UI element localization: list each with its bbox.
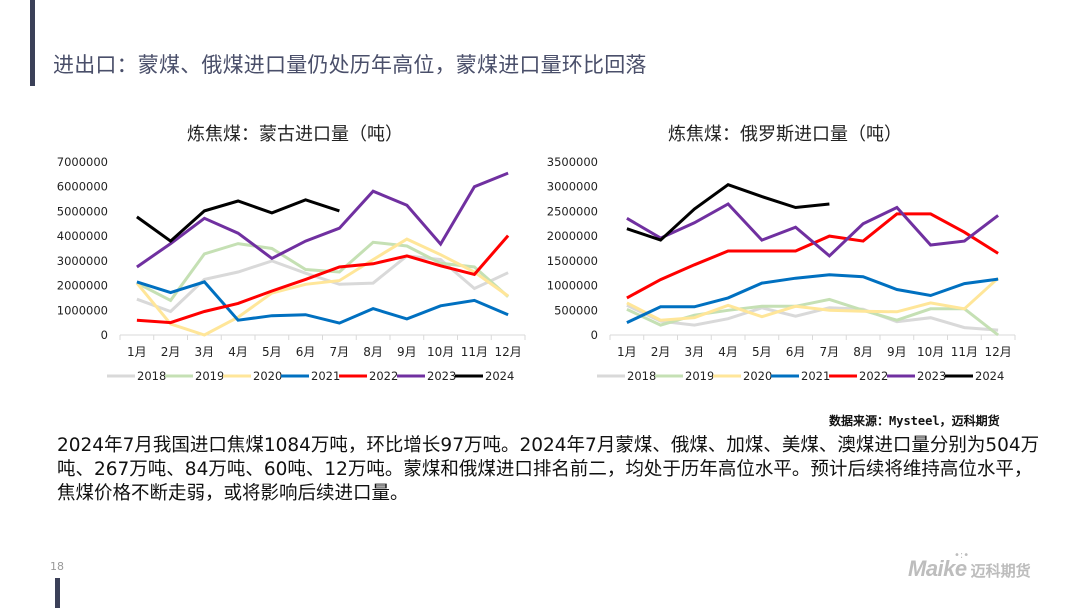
y-tick-label: 3000000 (547, 180, 598, 194)
logo-brand: Maike (908, 556, 967, 581)
x-tick-label: 8月 (853, 345, 873, 359)
x-tick-label: 11月 (461, 345, 488, 359)
y-tick-label: 0 (591, 328, 598, 342)
legend-label-2023: 2023 (917, 369, 946, 383)
series-line-2023 (626, 202, 1000, 258)
chart-svg: 0 1000000 2000000 3000000 4000000 5000000 6000… (57, 155, 526, 383)
legend-label-2021: 2021 (311, 369, 340, 383)
x-tick-label: 10月 (427, 345, 454, 359)
y-tick-label: 6000000 (57, 180, 108, 194)
x-tick-label: 3月 (685, 345, 705, 359)
series-line-2021 (626, 273, 999, 324)
series-line-2020 (626, 277, 1000, 322)
chart-mongolia-imports: 炼焦煤：蒙古进口量（吨） 0 1000000 2000000 3000000 40000… (55, 110, 535, 400)
x-tick-label: 9月 (397, 345, 417, 359)
chart-title: 炼焦煤：蒙古进口量（吨） (187, 124, 403, 145)
series-line-2024 (136, 198, 340, 244)
logo-mark-icon: •:• (954, 550, 970, 561)
series-line-2024 (626, 183, 830, 242)
x-tick-label: 12月 (984, 345, 1011, 359)
legend-label-2018: 2018 (137, 369, 166, 383)
legend-label-2018: 2018 (627, 369, 656, 383)
x-tick-label: 3月 (195, 345, 215, 359)
chart-svg: 0 500000 1000000 1500000 2000000 2500000 30000… (547, 155, 1016, 383)
x-tick-label: 7月 (330, 345, 350, 359)
x-tick-label: 11月 (951, 345, 978, 359)
x-tick-label: 9月 (887, 345, 907, 359)
page-title: 进出口：蒙煤、俄煤进口量仍处历年高位，蒙煤进口量环比回落 (53, 53, 647, 77)
y-tick-label: 2000000 (57, 279, 108, 293)
series-line-2019 (136, 240, 510, 303)
y-tick-label: 3500000 (547, 155, 598, 169)
x-tick-label: 2月 (161, 345, 181, 359)
y-tick-label: 1500000 (547, 254, 598, 268)
series-line-2022 (626, 212, 999, 300)
y-tick-label: 7000000 (57, 155, 108, 169)
y-tick-label: 2500000 (547, 204, 598, 218)
y-tick-label: 3000000 (57, 254, 108, 268)
y-tick-label: 0 (101, 328, 108, 342)
legend-label-2019: 2019 (195, 369, 224, 383)
legend-label-2024: 2024 (975, 369, 1004, 383)
series-line-2021 (136, 280, 509, 325)
legend-label-2024: 2024 (485, 369, 514, 383)
y-tick-label: 1000000 (547, 279, 598, 293)
x-tick-label: 4月 (228, 345, 248, 359)
chart-title: 炼焦煤：俄罗斯进口量（吨） (668, 124, 902, 145)
x-tick-label: 6月 (296, 345, 316, 359)
x-tick-label: 8月 (363, 345, 383, 359)
legend-label-2022: 2022 (369, 369, 398, 383)
legend-label-2022: 2022 (859, 369, 888, 383)
x-tick-label: 7月 (820, 345, 840, 359)
data-source-note: 数据来源：Mysteel，迈科期货 (829, 414, 1000, 428)
x-tick-label: 5月 (752, 345, 772, 359)
logo-chinese-name: 迈科期货 (970, 562, 1031, 580)
series-line-2022 (136, 234, 510, 325)
series-line-2020 (135, 237, 509, 337)
series-line-2023 (136, 171, 509, 269)
legend-label-2023: 2023 (427, 369, 456, 383)
x-tick-label: 1月 (617, 345, 637, 359)
x-tick-label: 4月 (718, 345, 738, 359)
x-tick-label: 10月 (917, 345, 944, 359)
accent-bar-bottom (55, 578, 60, 608)
legend-label-2020: 2020 (743, 369, 772, 383)
company-logo: •:• Maike 迈科期货 (908, 550, 1031, 582)
x-tick-label: 12月 (494, 345, 521, 359)
x-tick-label: 2月 (651, 345, 671, 359)
y-tick-label: 2000000 (547, 229, 598, 243)
y-tick-label: 1000000 (57, 303, 108, 317)
accent-bar-top (30, 0, 35, 86)
legend-label-2019: 2019 (685, 369, 714, 383)
y-tick-label: 5000000 (57, 204, 108, 218)
x-tick-label: 5月 (262, 345, 282, 359)
legend-label-2021: 2021 (801, 369, 830, 383)
chart-russia-imports: 炼焦煤：俄罗斯进口量（吨） 0 500000 1000000 1500000 20000… (545, 110, 1025, 400)
page-number: 18 (50, 560, 64, 573)
series-line-2018 (626, 303, 999, 332)
x-tick-label: 6月 (786, 345, 806, 359)
y-tick-label: 4000000 (57, 229, 108, 243)
y-tick-label: 500000 (554, 303, 598, 317)
legend-label-2020: 2020 (253, 369, 282, 383)
body-paragraph: 2024年7月我国进口焦煤1084万吨，环比增长97万吨。2024年7月蒙煤、俄… (57, 435, 1040, 504)
x-tick-label: 1月 (127, 345, 147, 359)
